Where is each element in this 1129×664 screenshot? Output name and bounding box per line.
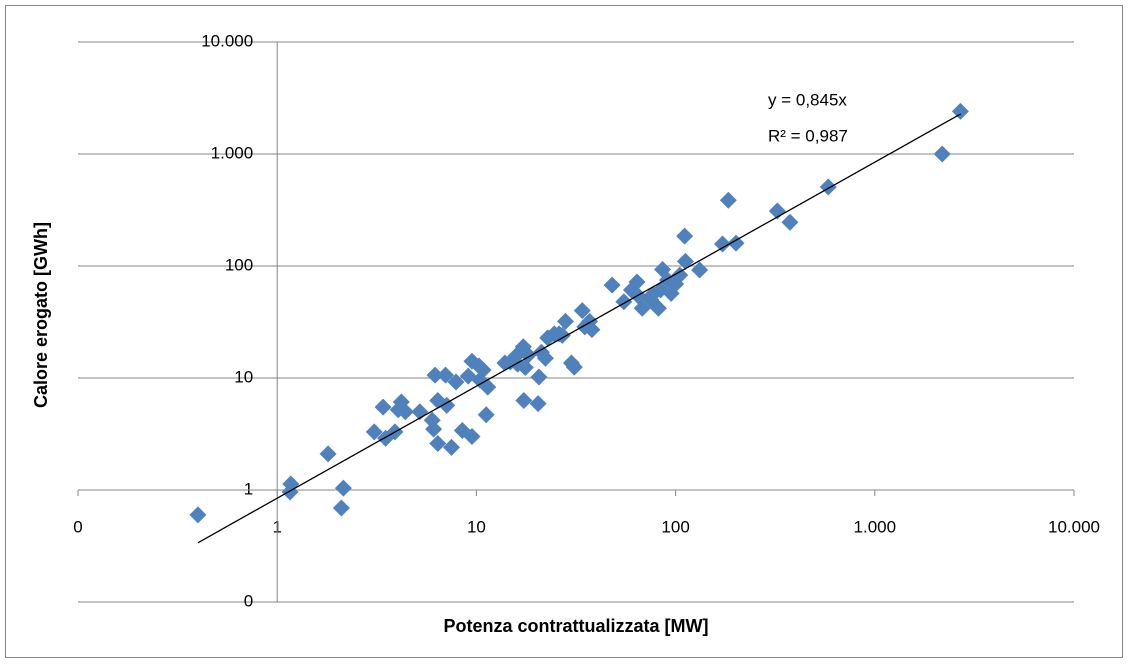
x-tick-label: 0 [73, 517, 82, 536]
point [628, 273, 646, 291]
y-tick-label: 1.000 [211, 143, 254, 162]
point [951, 102, 969, 120]
point [933, 145, 951, 163]
trendline [197, 113, 962, 544]
point [649, 299, 667, 317]
point [189, 506, 207, 524]
point [443, 438, 461, 456]
point [565, 358, 583, 376]
point [603, 276, 621, 294]
point [447, 373, 465, 391]
y-tick-label: 0 [244, 591, 253, 610]
point [396, 403, 414, 421]
point [671, 266, 689, 284]
y-tick-label: 1 [244, 479, 253, 498]
point [781, 213, 799, 231]
point [332, 499, 350, 517]
y-axis-title: Calore erogato [GWh] [31, 222, 51, 408]
trendline-r2: R² = 0,987 [768, 126, 848, 145]
x-tick-label: 100 [661, 517, 689, 536]
point [334, 479, 352, 497]
point [281, 483, 299, 501]
point [676, 227, 694, 245]
point [719, 191, 737, 209]
point [365, 423, 383, 441]
x-tick-label: 10 [467, 517, 486, 536]
point [530, 368, 548, 386]
point [319, 445, 337, 463]
point [426, 366, 444, 384]
point [374, 398, 392, 416]
y-tick-label: 100 [225, 255, 253, 274]
point [714, 235, 732, 253]
point [529, 395, 547, 413]
point [425, 420, 443, 438]
point [556, 312, 574, 330]
point [474, 361, 492, 379]
point [583, 321, 601, 339]
point [429, 435, 447, 453]
point [727, 234, 745, 252]
point [463, 428, 481, 446]
point [573, 302, 591, 320]
point [515, 391, 533, 409]
point [691, 261, 709, 279]
point [437, 366, 455, 384]
x-tick-label: 1.000 [854, 517, 897, 536]
point [536, 349, 554, 367]
point [516, 359, 534, 377]
point [501, 353, 519, 371]
y-tick-label: 10.000 [201, 31, 253, 50]
trendline-equation: y = 0,845x [768, 90, 847, 109]
x-tick-label: 10.000 [1048, 517, 1100, 536]
point [477, 406, 495, 424]
y-tick-label: 10 [234, 367, 253, 386]
x-axis-title: Potenza contrattualizzata [MW] [443, 616, 708, 636]
